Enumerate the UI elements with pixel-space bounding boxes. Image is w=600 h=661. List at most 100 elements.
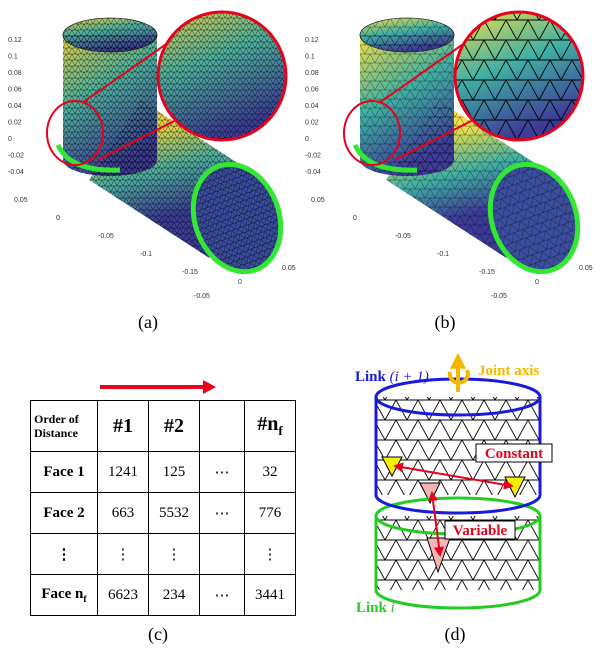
- x-tick-label: -0.05: [194, 293, 210, 300]
- table-cell: 125: [149, 452, 200, 493]
- z-tick-label: 0: [305, 136, 309, 143]
- x-tick-label: -0.05: [491, 293, 507, 300]
- cell-text: ⋯: [215, 588, 230, 604]
- z-tick-label: -0.02: [8, 153, 24, 160]
- caption: (b): [435, 312, 456, 333]
- cell-text: 663: [112, 505, 135, 521]
- z-tick-label: -0.04: [8, 169, 24, 176]
- table-cell: #1: [98, 401, 149, 452]
- z-tick-label: 0.12: [8, 37, 22, 44]
- y-tick-label: -0.05: [98, 233, 114, 240]
- table-cell: ⋯: [200, 493, 245, 534]
- link-lower-label: Link i: [356, 600, 395, 616]
- page: 0.12 0.1 0.08 0.06 0.04 0.02 0 -0.02 -0.04 0.05 0 -…: [0, 0, 600, 661]
- cell-text: 6623: [108, 587, 138, 603]
- cylinder-top: [63, 18, 157, 52]
- table-cell: Face 2: [31, 493, 98, 534]
- z-tick-label: -0.02: [305, 153, 321, 160]
- cell-subscript: f: [278, 423, 282, 438]
- table-cell: [200, 534, 245, 575]
- y-tick-label: 0: [353, 215, 357, 222]
- table-row: Order of Distance #1 #2 #nf: [31, 401, 296, 452]
- table-cell: 32: [245, 452, 296, 493]
- table-cell: Face nf: [31, 575, 98, 616]
- cell-text: Face n: [41, 586, 83, 602]
- table-cell: #2: [149, 401, 200, 452]
- z-tick-label: -0.04: [305, 169, 321, 176]
- table-row: Face nf 6623 234 ⋯ 3441: [31, 575, 296, 616]
- table-cell: #nf: [245, 401, 296, 452]
- table-cell: 234: [149, 575, 200, 616]
- label: Link: [356, 600, 388, 616]
- cell-text: 125: [163, 464, 186, 480]
- table-cell: 1241: [98, 452, 149, 493]
- cell-text: 776: [259, 505, 282, 521]
- table-cell: ⋮: [245, 534, 296, 575]
- cell-text: ⋮: [116, 547, 131, 563]
- x-tick-label: 0: [535, 279, 539, 286]
- cell-text: ⋮: [167, 547, 182, 563]
- table-cell: ⋮: [31, 534, 98, 575]
- label: i: [391, 600, 395, 616]
- z-tick-label: 0.1: [8, 54, 18, 61]
- arrow-head: [203, 380, 216, 394]
- constant-label: Constant: [485, 446, 543, 462]
- cell-subscript: f: [83, 594, 86, 605]
- table-cell: [200, 401, 245, 452]
- table-cell: 5532: [149, 493, 200, 534]
- z-tick-label: 0.12: [305, 37, 319, 44]
- cell-text: 234: [163, 587, 186, 603]
- cell-text: #2: [164, 415, 184, 437]
- x-tick-label: 0: [238, 279, 242, 286]
- joint-axis-label: Joint axis: [478, 363, 539, 379]
- z-tick-label: 0.1: [305, 54, 315, 61]
- cell-text: Face 1: [43, 464, 84, 480]
- caption: (d): [445, 624, 466, 645]
- table-cell: 776: [245, 493, 296, 534]
- cell-text: Face 2: [43, 505, 84, 521]
- table-cell: 3441: [245, 575, 296, 616]
- zoom-view: [455, 12, 583, 140]
- link-diagram: Constant Variable Link (i + 1) Joint axi…: [355, 356, 552, 645]
- table-row: Face 2 663 5532 ⋯ 776: [31, 493, 296, 534]
- zoom-view: [158, 12, 286, 140]
- y-tick-label: -0.1: [140, 251, 152, 258]
- cell-text: ⋯: [215, 465, 230, 481]
- table-cell: ⋮: [98, 534, 149, 575]
- cell-text: 1241: [108, 464, 138, 480]
- y-tick-label: 0.05: [14, 197, 28, 204]
- table-cell: 6623: [98, 575, 149, 616]
- x-tick-label: 0.05: [579, 265, 593, 272]
- y-tick-label: -0.05: [395, 233, 411, 240]
- table-cell: ⋯: [200, 575, 245, 616]
- y-tick-label: -0.15: [479, 269, 495, 276]
- z-tick-label: 0.06: [305, 87, 319, 94]
- cell-text: ⋮: [57, 547, 72, 563]
- caption: (c): [148, 624, 168, 645]
- label: (i + 1): [390, 369, 429, 385]
- table-cell: Order of Distance: [31, 401, 98, 452]
- z-tick-label: 0.08: [8, 70, 22, 77]
- cell-text: 5532: [159, 505, 189, 521]
- cylinder-top: [360, 18, 454, 52]
- cell-text: #1: [113, 415, 133, 437]
- caption: (a): [138, 312, 158, 333]
- cell-text: #n: [257, 413, 278, 435]
- cell-text: Order of Distance: [34, 412, 79, 440]
- table-row: Face 1 1241 125 ⋯ 32: [31, 452, 296, 493]
- label: Link: [355, 369, 387, 385]
- table-cell: ⋮: [149, 534, 200, 575]
- cell-text: 3441: [255, 587, 285, 603]
- table-cell: 663: [98, 493, 149, 534]
- z-tick-label: 0.04: [305, 103, 319, 110]
- z-tick-label: 0.08: [305, 70, 319, 77]
- table-row: ⋮ ⋮ ⋮ ⋮: [31, 534, 296, 575]
- cell-text: 32: [263, 464, 278, 480]
- z-tick-label: 0.04: [8, 103, 22, 110]
- table-cell: Face 1: [31, 452, 98, 493]
- table-cell: ⋯: [200, 452, 245, 493]
- cell-text: ⋯: [215, 506, 230, 522]
- mesh-panels: 0.12 0.1 0.08 0.06 0.04 0.02 0 -0.02 -0.04 0.05 0 -…: [8, 12, 593, 300]
- z-tick-label: 0.02: [305, 120, 319, 127]
